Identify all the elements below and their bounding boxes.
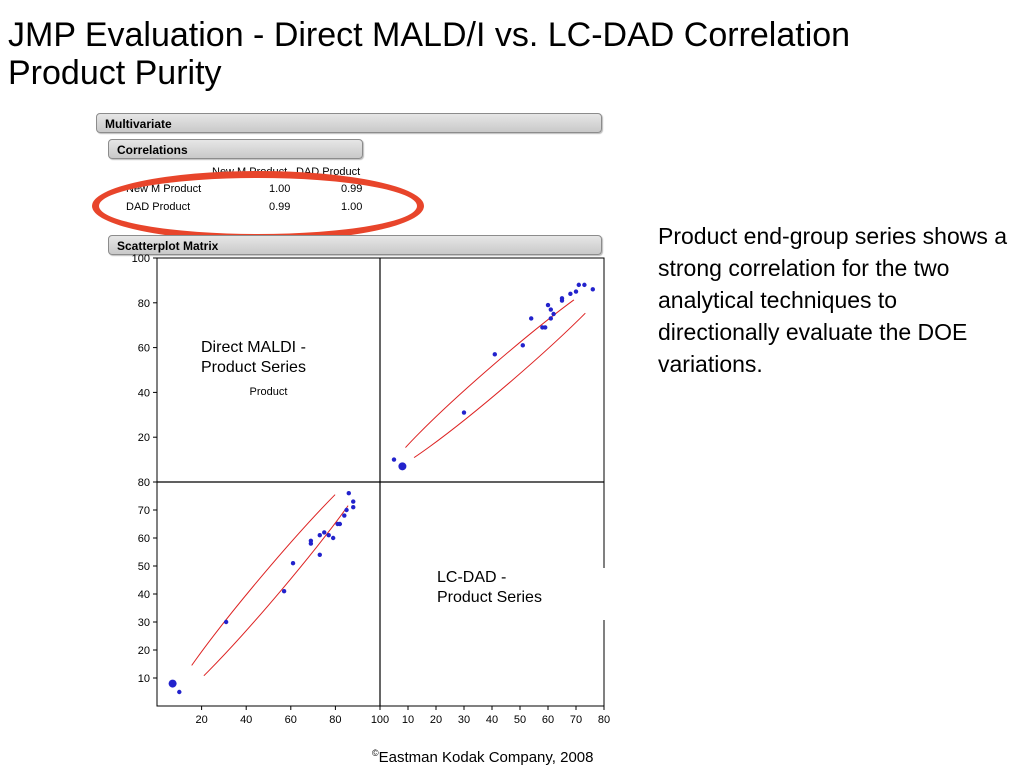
data-point-lower-left (308, 538, 314, 543)
data-point-upper-right (398, 462, 407, 471)
data-point-lower-left (330, 535, 336, 541)
y-tick-label-lower: 40 (138, 589, 150, 601)
y-tick-label-upper: 60 (138, 343, 150, 355)
callout-maldi-line-2: Product Series (201, 359, 306, 376)
y-tick-label-upper: 80 (138, 298, 150, 310)
data-point-upper-right (545, 302, 551, 308)
data-point-lower-left (351, 499, 356, 504)
callout-lcdad-line-1: LC-DAD - (437, 569, 507, 586)
data-point-lower-left (290, 561, 296, 566)
multivariate-panel-header[interactable]: Multivariate (96, 113, 602, 133)
data-point-lower-left (317, 552, 322, 557)
data-point-upper-right (529, 316, 534, 321)
y-tick-label-lower: 30 (138, 617, 150, 629)
x-tick-label-right: 10 (402, 714, 414, 726)
data-point-upper-right (568, 291, 573, 297)
data-point-lower-left (168, 679, 177, 688)
data-point-lower-left (337, 521, 343, 527)
x-tick-label-left: 20 (195, 714, 207, 726)
title-line-1: JMP Evaluation - Direct MALD/I vs. LC-DA… (8, 16, 851, 54)
footer-text: Eastman Kodak Company, 2008 (378, 749, 594, 766)
y-tick-label-lower: 80 (138, 477, 150, 489)
x-tick-label-right: 30 (458, 714, 470, 726)
y-tick-label-upper: 100 (132, 253, 150, 265)
y-tick-label-lower: 10 (138, 673, 150, 685)
callout-direct-maldi: Direct MALDI - Product Series (201, 338, 351, 378)
x-tick-label-right: 70 (570, 714, 582, 726)
side-description: Product end-group series shows a strong … (658, 223, 1008, 377)
footer-copyright: ©Eastman Kodak Company, 2008 (372, 748, 594, 766)
data-point-lower-left (344, 507, 349, 513)
data-point-upper-right (576, 282, 581, 288)
x-tick-label-left: 40 (240, 714, 252, 726)
slide-title: JMP Evaluation - Direct MALD/I vs. LC-DA… (8, 16, 850, 92)
correlations-panel-header[interactable]: Correlations (108, 139, 363, 159)
data-point-lower-left (322, 530, 327, 535)
x-tick-label-right: 20 (430, 714, 442, 726)
data-point-lower-left (281, 589, 287, 594)
density-ellipse-upper-right (390, 274, 616, 470)
data-point-upper-right (543, 325, 548, 330)
x-tick-label-left: 80 (329, 714, 341, 726)
data-point-lower-left (317, 533, 322, 538)
x-tick-label-right: 60 (542, 714, 554, 726)
y-tick-label-lower: 60 (138, 533, 150, 545)
copyright-symbol: © (372, 748, 379, 758)
x-tick-label-right: 80 (598, 714, 610, 726)
data-point-lower-left (223, 619, 229, 625)
callout-maldi-line-1: Direct MALDI - (201, 339, 306, 356)
title-line-2: Product Purity (8, 54, 222, 92)
data-point-lower-left (342, 513, 347, 518)
data-point-upper-right (551, 311, 556, 317)
data-point-upper-right (548, 316, 553, 321)
x-tick-label-right: 50 (514, 714, 526, 726)
data-point-lower-left (177, 689, 182, 695)
data-point-lower-left (326, 533, 331, 538)
data-point-upper-right (582, 282, 587, 288)
callout-lc-dad: LC-DAD - Product Series (432, 568, 609, 620)
data-point-upper-right (520, 343, 525, 348)
x-tick-label-right: 40 (486, 714, 498, 726)
data-point-upper-right (548, 307, 553, 312)
x-tick-label-left: 100 (371, 714, 389, 726)
diagonal-cell-label: Product (250, 386, 288, 398)
data-point-upper-right (492, 352, 497, 357)
x-tick-label-left: 60 (285, 714, 297, 726)
data-point-upper-right (559, 296, 565, 301)
y-tick-label-upper: 20 (138, 432, 150, 444)
callout-lcdad-line-2: Product Series (437, 589, 542, 606)
y-tick-label-lower: 70 (138, 505, 150, 517)
data-point-upper-right (391, 457, 397, 462)
data-point-lower-left (351, 505, 356, 510)
data-point-upper-right (461, 410, 467, 415)
y-tick-label-lower: 50 (138, 561, 150, 573)
data-point-upper-right (573, 289, 579, 294)
y-tick-label-lower: 20 (138, 645, 150, 657)
data-point-lower-left (346, 491, 351, 496)
y-tick-label-upper: 40 (138, 387, 150, 399)
data-point-upper-right (590, 287, 595, 292)
scatterplot-matrix-panel-header[interactable]: Scatterplot Matrix (108, 235, 602, 255)
